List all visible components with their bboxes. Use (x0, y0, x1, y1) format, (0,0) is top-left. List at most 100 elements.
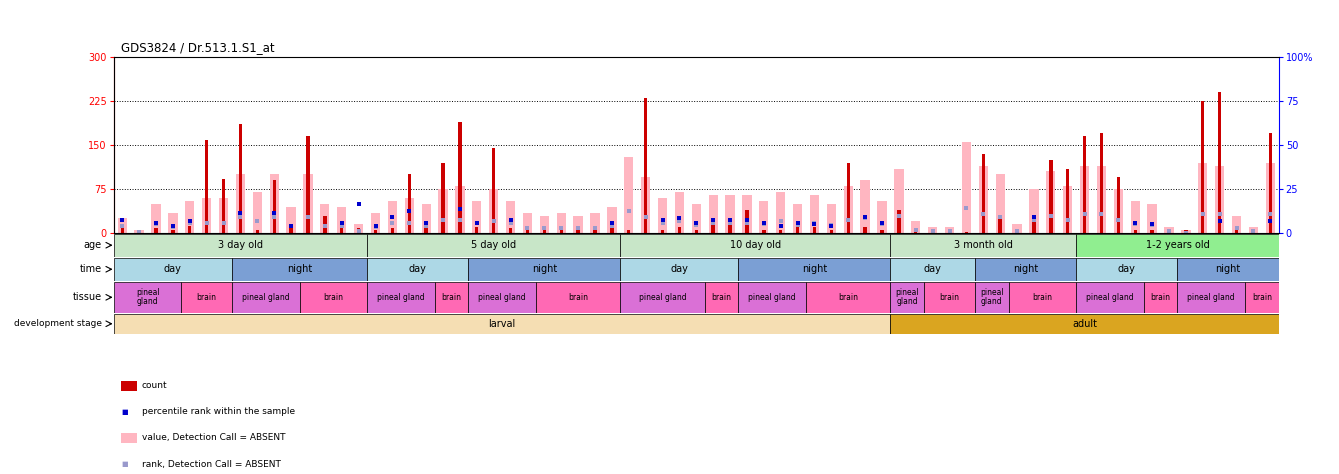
Bar (536, 282, 620, 313)
Bar (205, 140, 209, 233)
Bar (185, 201, 194, 233)
Text: night: night (287, 264, 312, 274)
Bar (256, 230, 258, 233)
Bar (238, 125, 242, 233)
Bar (1252, 230, 1255, 233)
Bar (391, 228, 394, 233)
Bar (304, 174, 312, 233)
Text: day: day (924, 264, 941, 274)
Bar (134, 230, 143, 233)
Bar (964, 232, 968, 233)
Bar (915, 230, 917, 233)
Bar (890, 314, 1279, 334)
Bar (232, 282, 300, 313)
Text: pineal gland: pineal gland (749, 293, 797, 302)
Text: pineal gland: pineal gland (378, 293, 424, 302)
Bar (1181, 230, 1190, 233)
Bar (353, 224, 363, 233)
Text: pineal
gland: pineal gland (135, 288, 159, 306)
Bar (404, 198, 414, 233)
Bar (506, 201, 516, 233)
Bar (526, 230, 529, 233)
Text: count: count (142, 382, 167, 390)
Bar (1083, 136, 1086, 233)
Text: tissue: tissue (72, 292, 102, 302)
Bar (1012, 224, 1022, 233)
Text: adult: adult (1073, 319, 1097, 329)
Bar (1184, 230, 1188, 233)
Bar (1015, 230, 1019, 233)
Bar (114, 258, 232, 281)
Bar (407, 174, 411, 233)
Text: day: day (408, 264, 427, 274)
Bar (522, 213, 532, 233)
Text: 1-2 years old: 1-2 years old (1146, 240, 1209, 250)
Bar (181, 282, 232, 313)
Bar (793, 204, 802, 233)
Text: brain: brain (711, 293, 731, 302)
Bar (864, 228, 866, 233)
Bar (300, 282, 367, 313)
Bar (542, 230, 546, 233)
Text: night: night (532, 264, 557, 274)
Bar (114, 314, 890, 334)
Text: brain: brain (1252, 293, 1272, 302)
Bar (739, 282, 806, 313)
Bar (739, 258, 890, 281)
Bar (1030, 189, 1039, 233)
Text: pineal gland: pineal gland (1086, 293, 1134, 302)
Bar (1249, 228, 1259, 233)
Text: brain: brain (1032, 293, 1052, 302)
Bar (948, 232, 951, 233)
Bar (1046, 172, 1055, 233)
Bar (489, 189, 498, 233)
Bar (692, 204, 700, 233)
Bar (979, 165, 988, 233)
Text: brain: brain (197, 293, 217, 302)
Bar (1245, 282, 1279, 313)
Bar (273, 180, 276, 233)
Bar (367, 282, 435, 313)
Bar (509, 228, 513, 233)
Text: day: day (163, 264, 182, 274)
Text: 5 day old: 5 day old (471, 240, 517, 250)
Bar (367, 234, 620, 257)
Bar (1201, 101, 1205, 233)
Bar (711, 219, 715, 233)
Bar (337, 207, 347, 233)
Bar (374, 230, 378, 233)
Bar (830, 230, 833, 233)
Bar (590, 213, 600, 233)
Text: 10 day old: 10 day old (730, 240, 781, 250)
Bar (928, 228, 937, 233)
Bar (897, 210, 901, 233)
Text: 3 day old: 3 day old (218, 240, 262, 250)
Bar (169, 213, 178, 233)
Text: larval: larval (489, 319, 516, 329)
Bar (975, 282, 1008, 313)
Bar (1134, 230, 1137, 233)
Bar (1099, 133, 1103, 233)
Bar (657, 198, 667, 233)
Bar (1148, 204, 1157, 233)
Bar (491, 148, 495, 233)
Bar (810, 195, 819, 233)
Bar (154, 228, 158, 233)
Bar (1168, 232, 1170, 233)
Bar (1066, 169, 1070, 233)
Bar (620, 282, 704, 313)
Bar (435, 282, 469, 313)
Bar (726, 195, 735, 233)
Bar (846, 163, 850, 233)
Bar (1214, 165, 1224, 233)
Bar (641, 177, 651, 233)
Text: brain: brain (940, 293, 960, 302)
Bar (1077, 234, 1279, 257)
Bar (708, 195, 718, 233)
Bar (1177, 282, 1245, 313)
Bar (455, 186, 465, 233)
Text: percentile rank within the sample: percentile rank within the sample (142, 408, 295, 416)
Bar (202, 198, 212, 233)
Text: rank, Detection Call = ABSENT: rank, Detection Call = ABSENT (142, 460, 281, 468)
Text: day: day (671, 264, 688, 274)
